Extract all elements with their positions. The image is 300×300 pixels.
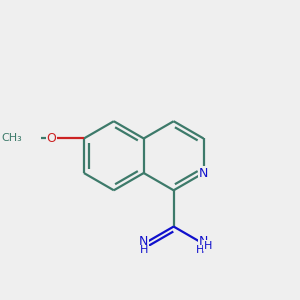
Text: N: N [199,167,208,179]
Text: CH₃: CH₃ [1,134,22,143]
Text: H: H [204,241,212,251]
Text: N: N [139,235,148,248]
Text: H: H [140,245,148,255]
Text: O: O [46,132,56,145]
Text: H: H [196,245,205,255]
Text: N: N [199,235,208,248]
